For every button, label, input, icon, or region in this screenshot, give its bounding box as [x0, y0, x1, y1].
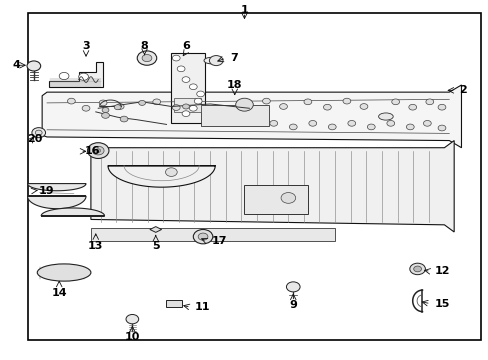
Text: 7: 7 — [229, 53, 237, 63]
Polygon shape — [91, 140, 453, 232]
Polygon shape — [27, 196, 86, 209]
Circle shape — [289, 124, 297, 130]
Circle shape — [182, 77, 189, 82]
Ellipse shape — [378, 113, 392, 120]
Text: 12: 12 — [434, 266, 449, 276]
FancyBboxPatch shape — [165, 301, 182, 307]
Text: 13: 13 — [88, 241, 103, 251]
Circle shape — [120, 116, 128, 122]
Circle shape — [304, 99, 311, 105]
Bar — [200, 105, 268, 126]
Circle shape — [87, 143, 109, 158]
Circle shape — [182, 111, 189, 117]
Circle shape — [281, 193, 295, 203]
Circle shape — [165, 168, 177, 176]
Circle shape — [153, 99, 160, 105]
Text: 9: 9 — [289, 300, 297, 310]
Text: 20: 20 — [27, 134, 43, 144]
Polygon shape — [27, 184, 86, 191]
Circle shape — [177, 66, 184, 72]
Ellipse shape — [37, 264, 91, 281]
Circle shape — [286, 282, 300, 292]
Circle shape — [196, 91, 204, 97]
Circle shape — [366, 124, 374, 130]
Circle shape — [137, 51, 157, 65]
Text: 8: 8 — [141, 41, 148, 51]
Circle shape — [79, 73, 88, 80]
Text: 1: 1 — [240, 5, 248, 15]
Circle shape — [82, 105, 90, 111]
Text: 18: 18 — [226, 80, 242, 90]
Circle shape — [139, 100, 145, 105]
Circle shape — [308, 121, 316, 126]
Circle shape — [67, 98, 75, 104]
Text: 16: 16 — [84, 146, 100, 156]
Circle shape — [102, 108, 109, 113]
Circle shape — [172, 105, 180, 111]
Circle shape — [59, 72, 69, 80]
Circle shape — [347, 121, 355, 126]
Circle shape — [126, 315, 139, 324]
Circle shape — [359, 104, 367, 109]
Circle shape — [142, 54, 152, 62]
Text: 10: 10 — [124, 332, 140, 342]
Circle shape — [189, 84, 197, 90]
Circle shape — [35, 130, 42, 135]
Circle shape — [96, 149, 101, 152]
Circle shape — [328, 124, 335, 130]
Circle shape — [437, 104, 445, 110]
Text: 4: 4 — [13, 60, 20, 70]
Text: 5: 5 — [152, 241, 159, 251]
Text: 2: 2 — [458, 85, 466, 95]
Circle shape — [386, 121, 394, 126]
Polygon shape — [171, 53, 205, 123]
Circle shape — [116, 104, 124, 109]
Circle shape — [279, 104, 287, 109]
Circle shape — [391, 99, 399, 105]
Circle shape — [323, 104, 330, 110]
Circle shape — [32, 128, 45, 138]
Circle shape — [423, 121, 430, 126]
Circle shape — [92, 146, 104, 155]
Polygon shape — [108, 166, 215, 187]
Text: 6: 6 — [182, 41, 189, 51]
Circle shape — [102, 113, 109, 118]
Circle shape — [269, 121, 277, 126]
Circle shape — [182, 104, 189, 109]
Circle shape — [406, 124, 413, 130]
Circle shape — [209, 55, 223, 66]
Text: 14: 14 — [51, 288, 67, 298]
Ellipse shape — [203, 57, 218, 64]
Polygon shape — [150, 226, 161, 232]
Circle shape — [437, 125, 445, 131]
Circle shape — [99, 100, 107, 106]
Circle shape — [194, 98, 202, 104]
Circle shape — [114, 105, 121, 110]
Circle shape — [235, 98, 253, 111]
Polygon shape — [49, 62, 103, 87]
Circle shape — [425, 99, 433, 105]
Text: 17: 17 — [211, 236, 226, 246]
Circle shape — [262, 98, 270, 104]
Circle shape — [172, 55, 180, 61]
Text: 11: 11 — [194, 302, 210, 312]
Circle shape — [409, 263, 425, 275]
Circle shape — [193, 229, 212, 244]
Text: 3: 3 — [82, 41, 90, 51]
Polygon shape — [42, 85, 461, 148]
Polygon shape — [41, 208, 104, 216]
Circle shape — [198, 233, 207, 240]
Text: 19: 19 — [39, 186, 54, 196]
Circle shape — [27, 61, 41, 71]
Text: 15: 15 — [434, 299, 449, 309]
Circle shape — [413, 266, 421, 272]
Bar — [173, 98, 200, 112]
Polygon shape — [91, 228, 334, 241]
Circle shape — [408, 104, 416, 110]
Circle shape — [189, 105, 197, 111]
Bar — [244, 185, 307, 214]
Circle shape — [342, 98, 350, 104]
